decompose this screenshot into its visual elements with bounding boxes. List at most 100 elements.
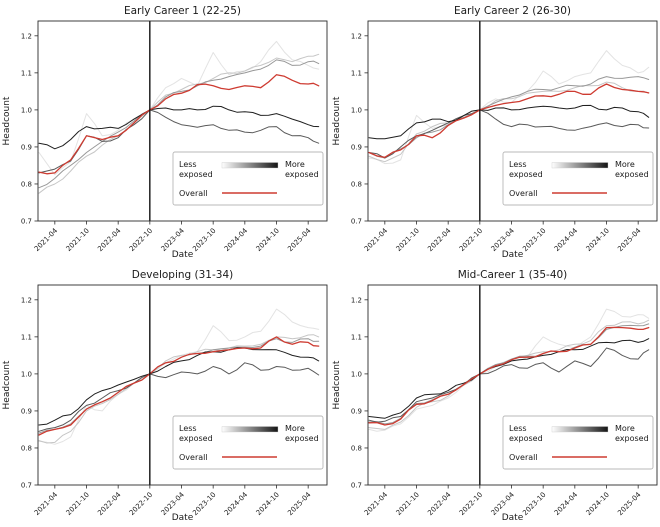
legend-less-label: Less <box>509 160 527 169</box>
x-tick-label: 2024-04 <box>553 490 580 517</box>
series-q3-line <box>368 76 650 159</box>
chart-3: Mid-Career 1 (35-40) 0.7 0.8 0.9 1.0 1.1 1.2 20… <box>332 269 658 523</box>
y-tick-label: 1.2 <box>21 296 32 304</box>
plot-border <box>37 284 328 486</box>
legend-more-label: exposed <box>285 434 319 443</box>
y-axis-label: Headcount <box>332 96 342 145</box>
legend-box <box>502 415 654 470</box>
x-tick-label: 2024-10 <box>585 491 611 517</box>
chart-title: Developing (31-34) <box>132 269 234 281</box>
x-tick-label: 2021-10 <box>395 491 421 517</box>
subplot-mid-career-1: Mid-Career 1 (35-40) 0.7 0.8 0.9 1.0 1.1 1.2 20… <box>330 264 660 527</box>
y-tick-label: 0.8 <box>21 180 32 188</box>
series-q5-most-exposed-line <box>368 338 650 419</box>
y-tick-label: 0.7 <box>21 482 32 490</box>
x-axis-label: Date <box>502 250 524 260</box>
y-tick-label: 1.2 <box>351 296 362 304</box>
y-tick-label: 0.7 <box>351 218 362 226</box>
series-q3-line <box>368 323 650 425</box>
legend-more-label: More <box>285 160 305 169</box>
x-tick-label: 2024-10 <box>585 227 611 253</box>
legend-exposure-gradient-bar <box>551 162 609 169</box>
x-tick-label: 2024-04 <box>223 490 250 517</box>
y-axis-label: Headcount <box>332 360 342 409</box>
legend-less-label: Less <box>179 424 197 433</box>
legend-exposure-gradient-bar <box>551 426 609 433</box>
series-q5-most-exposed-line <box>38 105 320 150</box>
series-q4-line <box>368 109 650 159</box>
x-tick-label: 2023-10 <box>521 227 547 253</box>
y-tick-label: 1.0 <box>21 370 32 378</box>
series-overall-line <box>368 83 650 158</box>
x-tick-label: 2024-10 <box>255 491 281 517</box>
chart-2: Developing (31-34) 0.7 0.8 0.9 1.0 1.1 1.2 2021… <box>2 269 328 523</box>
x-tick-label: 2022-10 <box>458 227 484 253</box>
x-tick-label: 2021-04 <box>33 490 60 517</box>
legend-less-label: Less <box>179 160 197 169</box>
series-q2-line <box>38 53 320 194</box>
x-tick-label: 2021-10 <box>395 227 421 253</box>
plot-border <box>367 284 658 486</box>
legend-box <box>502 151 654 206</box>
series-q4-line <box>38 362 320 432</box>
x-tick-label: 2025-04 <box>616 226 643 253</box>
x-tick-label: 2023-10 <box>191 227 217 253</box>
y-axis-label: Headcount <box>2 360 12 409</box>
legend-more-label: More <box>615 424 635 433</box>
legend-more-label: exposed <box>285 170 319 179</box>
chart-title: Early Career 1 (22-25) <box>124 5 241 17</box>
legend-more-label: exposed <box>615 170 649 179</box>
x-tick-label: 2021-10 <box>65 491 91 517</box>
x-tick-label: 2024-04 <box>223 226 250 253</box>
legend-more-label: More <box>285 424 305 433</box>
y-tick-label: 0.9 <box>351 143 362 151</box>
x-axis-label: Date <box>172 250 194 260</box>
chart-0: Early Career 1 (22-25) 0.7 0.8 0.9 1.0 1.1 1.2… <box>2 5 328 260</box>
series-q1-least-exposed-line <box>38 40 320 176</box>
x-tick-label: 2025-04 <box>616 490 643 517</box>
x-tick-label: 2022-10 <box>128 491 154 517</box>
x-tick-label: 2025-04 <box>286 490 313 517</box>
x-tick-label: 2022-04 <box>96 490 123 517</box>
chart-title: Early Career 2 (26-30) <box>454 5 571 17</box>
legend-box <box>172 151 324 206</box>
subplot-early-career-2: Early Career 2 (26-30) 0.7 0.8 0.9 1.0 1.1 1.2… <box>330 0 660 264</box>
y-tick-label: 1.2 <box>21 32 32 40</box>
series-q1-least-exposed-line <box>368 50 650 165</box>
y-tick-label: 0.9 <box>21 143 32 151</box>
x-tick-label: 2021-04 <box>363 226 390 253</box>
x-tick-label: 2021-04 <box>33 226 60 253</box>
x-tick-label: 2022-04 <box>426 490 453 517</box>
legend-less-label: exposed <box>179 434 213 443</box>
y-tick-label: 0.8 <box>21 444 32 452</box>
x-tick-label: 2021-04 <box>363 490 390 517</box>
legend-less-label: exposed <box>509 434 543 443</box>
y-tick-label: 1.0 <box>351 370 362 378</box>
series-q5-most-exposed-line <box>368 104 650 140</box>
y-tick-label: 1.1 <box>351 69 362 77</box>
subplot-early-career-1: Early Career 1 (22-25) 0.7 0.8 0.9 1.0 1.1 1.2… <box>0 0 330 264</box>
legend-less-label: Less <box>509 424 527 433</box>
x-tick-label: 2022-04 <box>96 226 123 253</box>
x-tick-label: 2025-04 <box>286 226 313 253</box>
y-tick-label: 0.9 <box>21 407 32 415</box>
legend-less-label: exposed <box>179 170 213 179</box>
plot-border <box>37 20 328 222</box>
chart-1: Early Career 2 (26-30) 0.7 0.8 0.9 1.0 1.1 1.2… <box>332 5 658 260</box>
legend-exposure-gradient-bar <box>221 426 279 433</box>
subplot-developing: Developing (31-34) 0.7 0.8 0.9 1.0 1.1 1.2 2021… <box>0 264 330 527</box>
x-tick-label: 2023-10 <box>521 491 547 517</box>
legend-overall-label: Overall <box>509 453 538 462</box>
plot-border <box>367 20 658 222</box>
y-tick-label: 0.8 <box>351 180 362 188</box>
legend-overall-label: Overall <box>179 189 208 198</box>
series-overall-line <box>368 326 650 426</box>
legend-box <box>172 415 324 470</box>
y-tick-label: 0.9 <box>351 407 362 415</box>
y-tick-label: 1.1 <box>21 69 32 77</box>
y-tick-label: 0.7 <box>21 218 32 226</box>
